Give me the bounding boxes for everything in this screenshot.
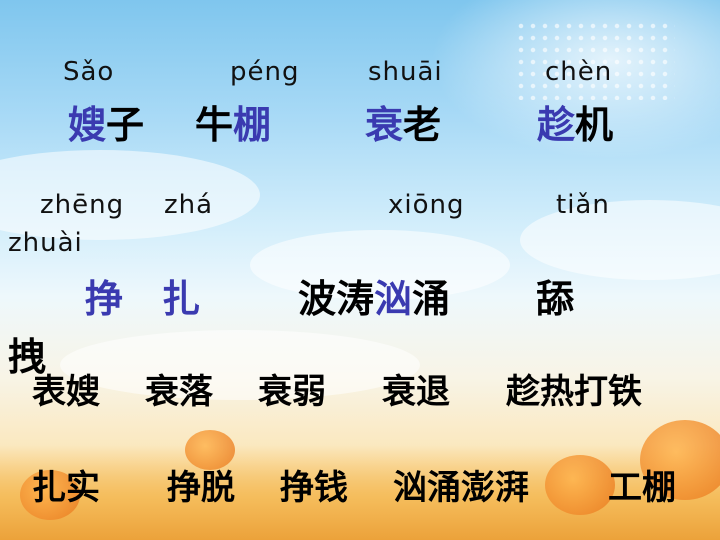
word-zheng: 挣 xyxy=(85,277,124,321)
word-shuaitui: 衰退 xyxy=(382,372,450,412)
pinyin-zheng: zhēng xyxy=(40,190,125,220)
word-shuailao: 衰老 xyxy=(365,94,441,149)
word-zhengqian: 挣钱 xyxy=(280,468,348,508)
cloud xyxy=(250,230,510,300)
word-rest: 机 xyxy=(575,103,614,147)
pinyin-sao: Sǎo xyxy=(63,57,115,87)
word-rest: 子 xyxy=(106,103,145,147)
pinyin-xiong: xiōng xyxy=(388,190,465,220)
pinyin-peng: péng xyxy=(230,57,300,87)
word-gongpeng: 工棚 xyxy=(608,468,676,508)
tree xyxy=(20,470,80,520)
word-chenre-datie: 趁热打铁 xyxy=(506,372,642,412)
word-shuairuo: 衰弱 xyxy=(258,372,326,412)
pinyin-zhuai: zhuài xyxy=(8,228,83,258)
word-xiongyong-pengpai: 汹涌澎湃 xyxy=(393,468,529,508)
word-pre: 波涛 xyxy=(298,277,375,321)
highlight-char: 衰 xyxy=(365,103,404,147)
pinyin-zha: zhá xyxy=(164,190,214,220)
word-zha: 扎 xyxy=(162,277,201,321)
decorative-dots xyxy=(515,20,675,100)
highlight-char: 汹 xyxy=(374,277,413,321)
pinyin-shuai: shuāi xyxy=(368,57,443,87)
word-zhashi: 扎实 xyxy=(32,468,100,508)
highlight-char: 趁 xyxy=(537,103,576,147)
word-shuailuo: 衰落 xyxy=(145,372,213,412)
highlight-char: 棚 xyxy=(233,103,272,147)
cloud xyxy=(0,150,260,240)
word-pre: 牛 xyxy=(195,103,234,147)
word-saozi: 嫂子 xyxy=(68,94,144,149)
word-niupeng: 牛棚 xyxy=(195,94,271,149)
word-chenji: 趁机 xyxy=(537,94,613,149)
word-post: 涌 xyxy=(412,277,451,321)
word-zhuai: 拽 xyxy=(8,335,47,379)
word-rest: 老 xyxy=(403,103,442,147)
tree xyxy=(545,455,615,515)
word-botao-xiongyong: 波涛汹涌 xyxy=(298,268,450,323)
tree xyxy=(185,430,235,470)
pinyin-chen: chèn xyxy=(545,57,613,87)
tree xyxy=(640,420,720,500)
cloud xyxy=(60,330,420,400)
pinyin-tian: tiǎn xyxy=(556,190,610,220)
word-biaosao: 表嫂 xyxy=(32,372,100,412)
word-zhengtuo: 挣脱 xyxy=(167,468,235,508)
cloud xyxy=(520,200,720,280)
word-tian: 舔 xyxy=(536,277,575,321)
highlight-char: 嫂 xyxy=(68,103,107,147)
